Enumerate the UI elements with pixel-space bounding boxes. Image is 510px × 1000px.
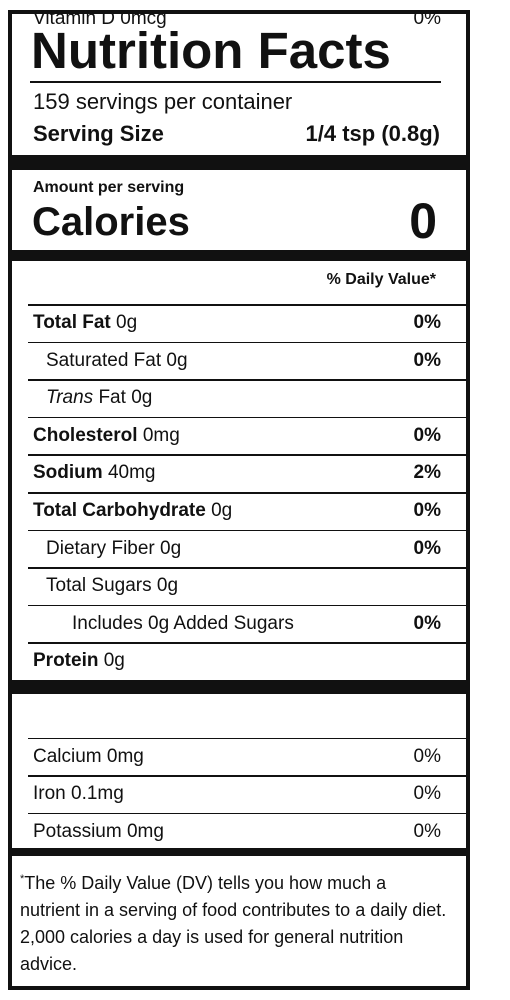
nutrient-amount: 0g [166, 349, 188, 371]
daily-value: 0% [413, 783, 441, 804]
daily-value: 0% [413, 745, 441, 767]
daily-value: 2% [413, 462, 441, 484]
daily-value: 0% [413, 8, 441, 29]
footnote-text: The % Daily Value (DV) tells you how muc… [20, 873, 447, 974]
nutrient-name: Total Fat [33, 312, 111, 333]
thick-rule [8, 680, 470, 694]
daily-value: 0% [413, 349, 441, 371]
nutrient-amount: 0g [131, 387, 153, 409]
nutrient-amount: 40mg [107, 462, 156, 484]
nutrient-label: Saturated Fat 0g [46, 350, 188, 372]
daily-value: 0% [413, 312, 441, 333]
nutrient-label: Includes 0g Added Sugars [72, 613, 294, 635]
row-rule [28, 567, 466, 569]
nutrient-label: Dietary Fiber 0g [46, 538, 181, 560]
nutrient-label: Total Fat 0g [33, 312, 137, 334]
row-rule [28, 304, 466, 306]
medium-rule [8, 250, 470, 261]
nutrient-label: Potassium 0mg [33, 821, 164, 843]
row-rule [28, 775, 466, 777]
nutrient-name: Protein [33, 650, 99, 672]
nutrient-amount: 0g [211, 500, 233, 521]
nutrient-amount: 0g [116, 312, 138, 333]
nutrient-name: Includes 0g Added Sugars [72, 612, 294, 634]
calories-label: Calories [32, 200, 190, 244]
dv-header: % Daily Value* [326, 271, 436, 288]
nutrient-label: Protein 0g [33, 650, 125, 672]
nutrient-name: Total Sugars [46, 575, 152, 597]
nutrient-amount: 0g [160, 537, 182, 559]
nutrient-name: Potassium 0mg [33, 820, 164, 842]
daily-value: 0% [413, 537, 441, 559]
row-rule [28, 379, 466, 381]
row-rule [28, 812, 466, 814]
daily-value: 0% [413, 500, 441, 521]
serving-size-value: 1/4 tsp (0.8g) [305, 121, 440, 146]
row-rule [28, 642, 466, 644]
nutrient-name: Total Carbohydrate [33, 500, 206, 521]
daily-value: 0% [413, 424, 441, 446]
nutrient-amount: 0mg [142, 424, 180, 446]
nutrient-label: Trans Fat 0g [46, 387, 152, 409]
nutrient-label: Sodium 40mg [33, 462, 155, 484]
nutrient-name: Cholesterol [33, 424, 138, 446]
nutrient-label: Vitamin D 0mcg [33, 8, 167, 30]
nutrient-name: Sodium [33, 462, 103, 484]
row-rule [28, 454, 466, 456]
calories-value: 0 [409, 193, 437, 249]
serving-size-label: Serving Size [33, 121, 164, 146]
nutrient-name: Vitamin D 0mcg [33, 8, 167, 29]
nutrient-label: Total Carbohydrate 0g [33, 500, 232, 522]
daily-value: 0% [413, 820, 441, 842]
nutrient-name: Calcium 0mg [33, 745, 144, 767]
nutrient-label: Iron 0.1mg [33, 783, 124, 805]
title: Nutrition Facts [31, 22, 391, 79]
row-rule [28, 737, 466, 739]
thick-rule [8, 155, 470, 170]
nutrient-name: Dietary Fiber [46, 537, 155, 559]
nutrient-prefix: Trans [46, 387, 94, 409]
footnote: *The % Daily Value (DV) tells you how mu… [20, 866, 450, 978]
nutrient-amount: 0g [103, 650, 125, 672]
thick-rule [8, 848, 470, 856]
row-rule [28, 492, 466, 494]
nutrient-name: Saturated Fat [46, 349, 162, 371]
nutrient-label: Cholesterol 0mg [33, 425, 180, 447]
footnote-mark: * [20, 873, 25, 885]
nutrient-name: Iron 0.1mg [33, 783, 124, 804]
nutrient-label: Total Sugars 0g [46, 575, 178, 597]
nutrient-name: Fat [98, 387, 126, 409]
daily-value: 0% [413, 612, 441, 634]
row-rule [28, 529, 466, 532]
title-rule [30, 81, 441, 83]
nutrient-amount: 0g [156, 575, 179, 597]
amount-per-serving: Amount per serving [33, 179, 185, 196]
row-rule [28, 604, 466, 607]
servings: 159 servings per container [33, 89, 293, 114]
row-rule [28, 341, 466, 344]
row-rule [28, 416, 466, 419]
nutrient-label: Calcium 0mg [33, 746, 144, 768]
label-box [8, 10, 470, 990]
